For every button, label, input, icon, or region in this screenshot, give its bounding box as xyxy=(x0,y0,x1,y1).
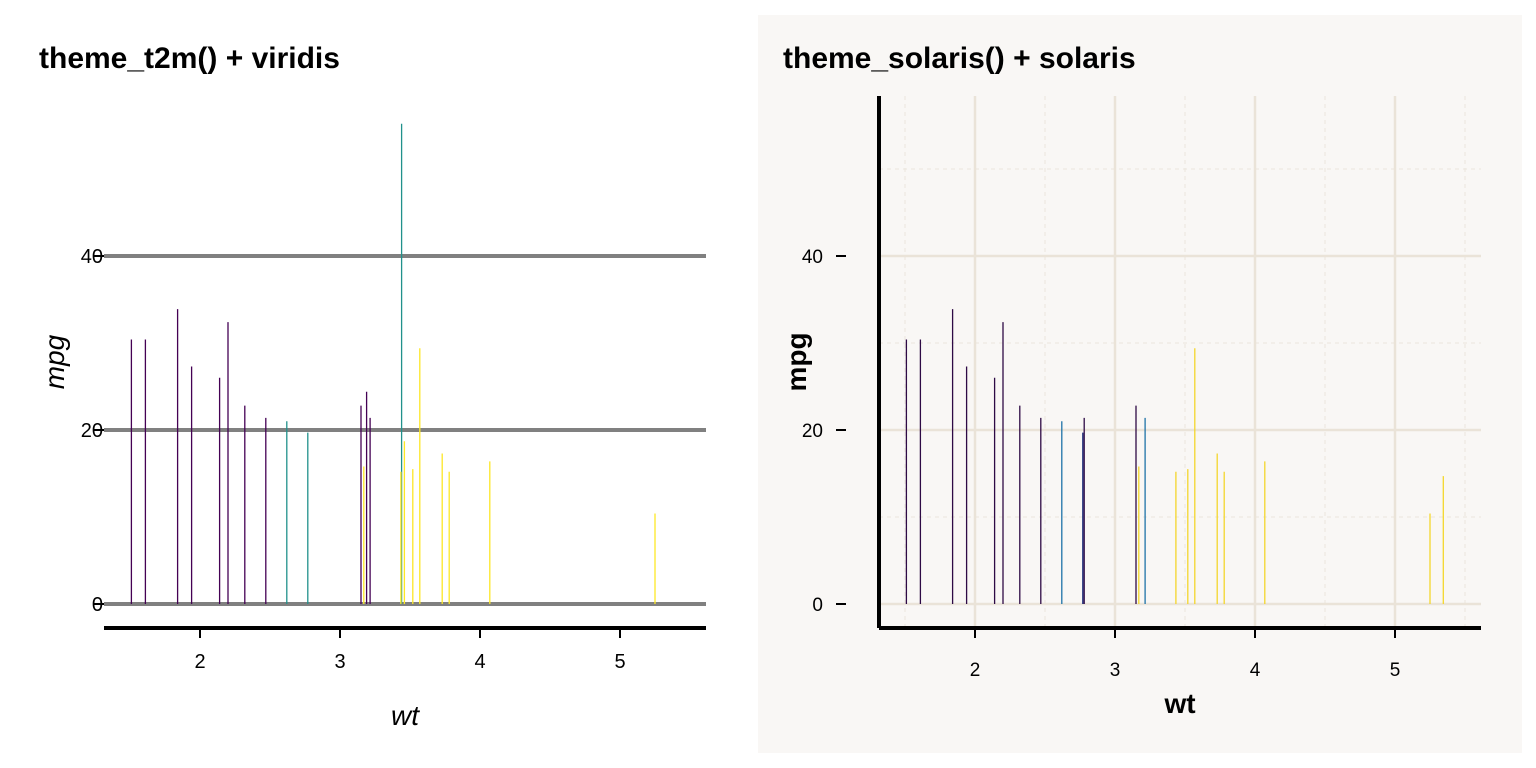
right-data-bars xyxy=(905,309,1444,604)
left-chart-title: theme_t2m() + viridis xyxy=(39,42,340,75)
y-tick-label: 20 xyxy=(81,420,103,442)
x-tick-label: 4 xyxy=(1250,660,1261,681)
y-tick-label: 40 xyxy=(81,246,103,268)
right-y-axis-label: mpg xyxy=(781,332,812,391)
x-tick-label: 3 xyxy=(334,651,345,673)
right-axes xyxy=(836,96,1481,638)
x-tick-label: 2 xyxy=(970,660,981,681)
left-data-bars xyxy=(130,123,656,604)
right-tick-labels: 2 3 4 5 0 20 40 xyxy=(802,247,1400,681)
x-tick-label: 3 xyxy=(1110,660,1121,681)
right-gridlines xyxy=(879,96,1481,628)
right-chart-title: theme_solaris() + solaris xyxy=(783,42,1136,75)
left-y-axis-label: mpg xyxy=(39,334,70,389)
left-panel-background xyxy=(0,0,760,768)
y-tick-label: 0 xyxy=(812,595,823,616)
x-tick-label: 5 xyxy=(1390,660,1401,681)
left-axes xyxy=(94,255,706,638)
left-x-axis-label: wt xyxy=(391,700,420,731)
left-chart-panel: theme_t2m() + viridis 2 3 4 5 0 20 40 wt mpg xyxy=(0,0,760,768)
y-tick-label: 0 xyxy=(92,594,103,616)
x-tick-label: 4 xyxy=(474,651,485,673)
right-panel-background xyxy=(758,15,1522,753)
x-tick-label: 5 xyxy=(614,651,625,673)
y-tick-label: 40 xyxy=(802,247,823,268)
right-x-axis-label: wt xyxy=(1163,688,1195,719)
x-tick-label: 2 xyxy=(194,651,205,673)
right-chart-panel: theme_solaris() + solaris 2 3 4 5 0 20 40 wt m… xyxy=(758,15,1522,753)
left-tick-labels: 2 3 4 5 0 20 40 xyxy=(81,246,626,673)
y-tick-label: 20 xyxy=(802,421,823,442)
